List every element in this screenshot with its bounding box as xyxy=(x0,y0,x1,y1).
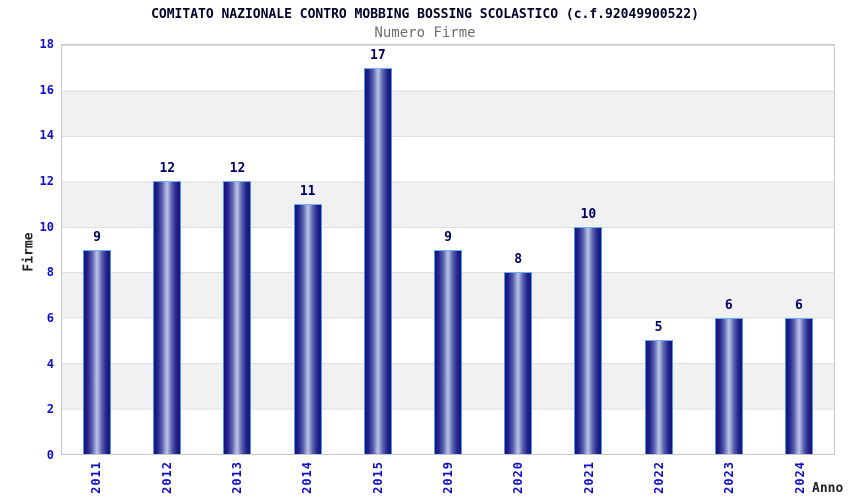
x-tick-cell: 2023 xyxy=(694,461,764,499)
bar xyxy=(574,226,603,454)
bar xyxy=(714,317,743,454)
x-tick-cell: 2020 xyxy=(483,461,553,499)
x-tick-cell: 2021 xyxy=(554,461,624,499)
plot-area: 9 12 12 11 17 9 8 10 5 6 6 xyxy=(61,44,835,455)
x-tick-label: 2019 xyxy=(440,461,455,494)
y-tick-label: 6 xyxy=(46,311,54,326)
bar xyxy=(434,249,463,454)
bar-slot: 12 xyxy=(202,45,272,454)
bar-slot: 8 xyxy=(483,45,553,454)
bar xyxy=(223,181,252,454)
y-tick-label: 8 xyxy=(46,265,54,280)
bar xyxy=(784,317,813,454)
bars-container: 9 12 12 11 17 9 8 10 5 6 6 xyxy=(62,45,834,454)
y-tick-label: 2 xyxy=(46,402,54,417)
x-tick-cell: 2013 xyxy=(202,461,272,499)
x-tick-cell: 2011 xyxy=(61,461,131,499)
bar-value-label: 12 xyxy=(229,161,246,177)
bar xyxy=(293,204,322,454)
bar-slot: 6 xyxy=(694,45,764,454)
bar-value-label: 17 xyxy=(370,47,386,63)
x-tick-cell: 2019 xyxy=(413,461,483,499)
bar-slot: 5 xyxy=(624,45,694,454)
bar-value-label: 5 xyxy=(654,320,663,336)
bar xyxy=(644,340,673,454)
y-tick-label: 14 xyxy=(39,128,54,143)
bar-value-label: 8 xyxy=(514,252,523,268)
bar-slot: 12 xyxy=(132,45,202,454)
bar xyxy=(153,181,182,454)
x-axis-title: Anno xyxy=(812,481,844,496)
y-tick-label: 0 xyxy=(46,448,54,462)
bar-slot: 11 xyxy=(273,45,343,454)
x-tick-label: 2020 xyxy=(511,461,526,494)
bar-value-label: 10 xyxy=(580,206,597,222)
bar xyxy=(83,249,112,454)
x-tick-label: 2012 xyxy=(159,461,174,494)
bar xyxy=(363,67,392,454)
x-tick-cell: 2014 xyxy=(272,461,342,499)
x-tick-label: 2015 xyxy=(370,461,385,494)
y-tick-label: 12 xyxy=(39,174,54,189)
bar-slot: 6 xyxy=(764,45,834,454)
x-axis-tick-labels: 2011 2012 2013 2014 2015 2019 2020 2021 2022 2023… xyxy=(61,461,835,499)
bar-value-label: 9 xyxy=(93,229,101,245)
bar-value-label: 12 xyxy=(159,161,176,177)
y-tick-label: 18 xyxy=(39,37,54,51)
y-tick-label: 10 xyxy=(39,219,54,234)
bar-value-label: 6 xyxy=(724,297,733,313)
x-tick-cell: 2022 xyxy=(624,461,694,499)
chart-title: COMITATO NAZIONALE CONTRO MOBBING BOSSIN… xyxy=(151,7,699,22)
x-tick-label: 2024 xyxy=(792,461,807,494)
x-tick-label: 2022 xyxy=(652,461,667,494)
x-tick-cell: 2015 xyxy=(342,461,412,499)
x-tick-cell: 2012 xyxy=(131,461,201,499)
bar-slot: 9 xyxy=(413,45,483,454)
y-tick-label: 4 xyxy=(46,356,54,371)
x-tick-label: 2023 xyxy=(722,461,737,494)
bar-slot: 17 xyxy=(343,45,413,454)
chart-subtitle: Numero Firme xyxy=(374,25,476,41)
x-tick-label: 2021 xyxy=(581,461,596,494)
x-tick-label: 2013 xyxy=(229,461,244,494)
x-tick-label: 2014 xyxy=(300,461,315,494)
bar-slot: 10 xyxy=(553,45,623,454)
bar-value-label: 9 xyxy=(444,229,452,245)
y-tick-label: 16 xyxy=(39,82,54,97)
y-axis-tick-labels: 0 2 4 6 8 10 12 14 16 18 xyxy=(0,38,54,461)
bar xyxy=(504,272,533,454)
x-tick-label: 2011 xyxy=(89,461,104,494)
bar-slot: 9 xyxy=(62,45,132,454)
bar-value-label: 6 xyxy=(795,297,803,313)
bar-value-label: 11 xyxy=(299,184,316,200)
